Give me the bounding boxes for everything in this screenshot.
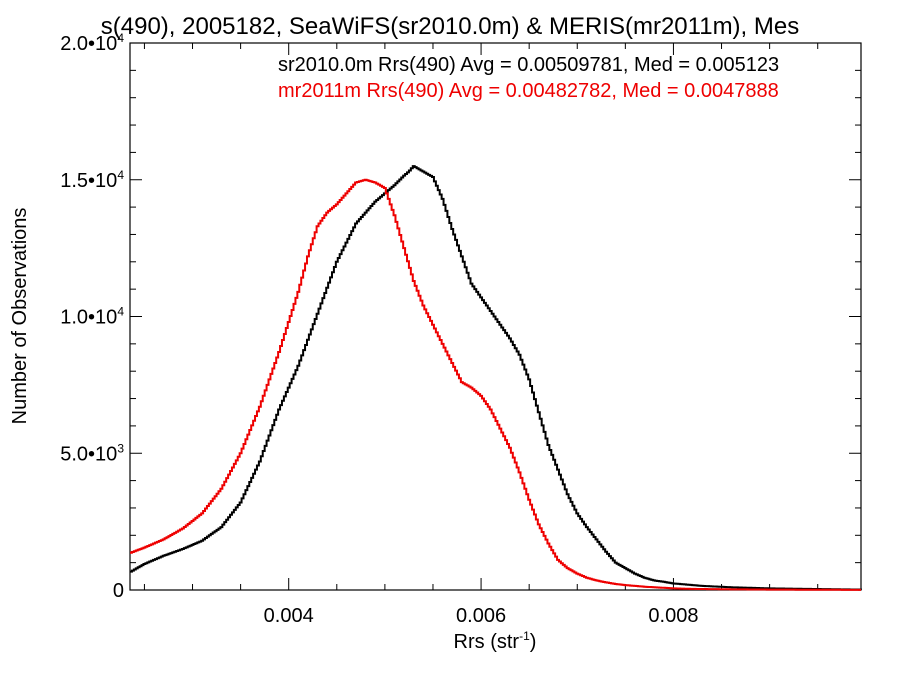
x-tick-labels: 0.004 0.006 0.008 [264,605,699,627]
series-layer [130,165,862,591]
legend-entry-mr2011m: mr2011m Rrs(490) Avg = 0.00482782, Med =… [278,80,779,102]
y-tick-label: 1.5•104 [60,168,124,192]
y-tick-label: 1.0•104 [60,305,124,329]
y-axis-label: Number of Observations [9,208,31,425]
series-sr2010-line [130,165,862,591]
y-tick-label: 0 [113,580,124,602]
x-tick-label: 0.006 [456,605,506,627]
chart-title: s(490), 2005182, SeaWiFS(sr2010.0m) & ME… [101,13,799,40]
y-tick-labels: 0 5.0•103 1.0•104 1.5•104 2.0•104 [60,31,124,602]
tick-marks [130,42,861,591]
x-tick-label: 0.004 [264,605,314,627]
x-axis-label: Rrs (str-1) [454,629,537,653]
x-tick-label: 0.008 [648,605,698,627]
series-mr2011m-line [130,178,861,591]
y-tick-label: 2.0•104 [60,31,124,55]
legend-entry-sr2010: sr2010.0m Rrs(490) Avg = 0.00509781, Med… [278,54,779,76]
y-tick-label: 5.0•103 [60,441,124,465]
